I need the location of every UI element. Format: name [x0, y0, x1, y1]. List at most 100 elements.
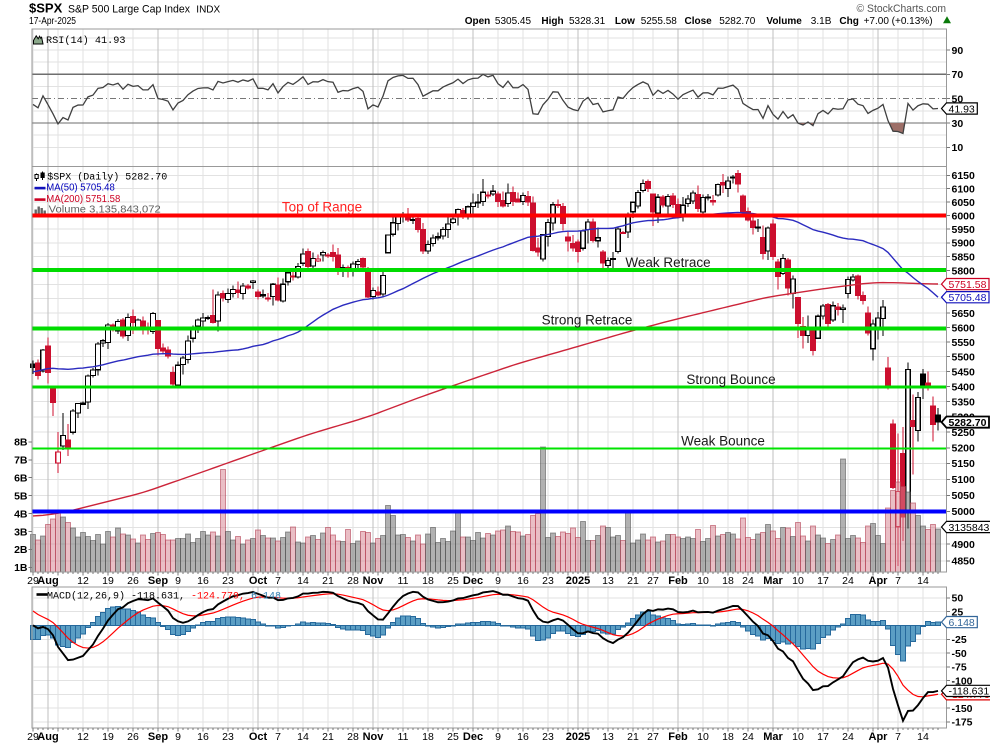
svg-text:18: 18: [422, 731, 434, 743]
svg-text:4900: 4900: [952, 539, 976, 551]
svg-text:9: 9: [495, 731, 501, 743]
svg-text:12: 12: [77, 575, 89, 587]
svg-text:Sep: Sep: [148, 575, 168, 587]
svg-text:29: 29: [27, 575, 39, 587]
svg-text:7: 7: [275, 731, 281, 743]
svg-text:21: 21: [627, 575, 639, 587]
svg-text:19: 19: [102, 731, 114, 743]
svg-text:21: 21: [627, 731, 639, 743]
svg-text:-118.631: -118.631: [949, 686, 990, 698]
svg-text:23: 23: [542, 575, 554, 587]
svg-text:-75: -75: [952, 662, 967, 674]
svg-text:24: 24: [842, 731, 854, 743]
svg-text:Strong Retrace: Strong Retrace: [542, 313, 633, 328]
svg-text:9: 9: [175, 575, 181, 587]
svg-text:6150: 6150: [952, 170, 976, 182]
svg-text:Open: Open: [465, 16, 491, 27]
svg-text:Aug: Aug: [37, 575, 58, 587]
svg-text:26: 26: [127, 731, 139, 743]
svg-text:50: 50: [952, 94, 964, 106]
svg-text:16: 16: [517, 731, 529, 743]
svg-text:13: 13: [602, 575, 614, 587]
svg-text:19: 19: [102, 575, 114, 587]
svg-text:28: 28: [347, 731, 359, 743]
svg-text:13: 13: [602, 731, 614, 743]
svg-text:5850: 5850: [952, 251, 976, 263]
svg-text:10: 10: [952, 142, 964, 154]
svg-text:Feb: Feb: [668, 575, 688, 587]
svg-text:5650: 5650: [952, 308, 976, 320]
svg-text:Mar: Mar: [763, 575, 783, 587]
svg-text:24: 24: [742, 575, 754, 587]
svg-text:Nov: Nov: [363, 731, 385, 743]
svg-text:27: 27: [647, 731, 659, 743]
svg-text:17: 17: [817, 731, 829, 743]
svg-text:27: 27: [647, 575, 659, 587]
svg-text:Dec: Dec: [463, 575, 483, 587]
svg-text:29: 29: [27, 731, 39, 743]
svg-text:Oct: Oct: [249, 731, 268, 743]
svg-text:Dec: Dec: [463, 731, 483, 743]
svg-text:28: 28: [347, 575, 359, 587]
svg-text:17: 17: [817, 575, 829, 587]
svg-text:5050: 5050: [952, 490, 976, 502]
svg-text:Oct: Oct: [249, 575, 268, 587]
svg-text:Sep: Sep: [148, 731, 168, 743]
svg-text:5600: 5600: [952, 322, 976, 334]
svg-text:Apr: Apr: [869, 731, 889, 743]
svg-text:4B: 4B: [14, 508, 28, 520]
svg-text:Low: Low: [615, 16, 635, 27]
svg-text:11: 11: [398, 731, 409, 743]
svg-text:11: 11: [398, 575, 409, 587]
svg-text:$SPX: $SPX: [29, 1, 63, 16]
svg-text:Mar: Mar: [763, 731, 783, 743]
svg-text:© StockCharts.com: © StockCharts.com: [857, 3, 947, 15]
svg-text:Weak Bounce: Weak Bounce: [681, 434, 765, 449]
svg-text:Apr: Apr: [869, 575, 889, 587]
svg-text:5350: 5350: [952, 396, 976, 408]
svg-text:$SPX (Daily) 5282.70: $SPX (Daily) 5282.70: [47, 171, 167, 183]
svg-text:5328.31: 5328.31: [569, 16, 606, 27]
svg-text:5500: 5500: [952, 352, 976, 364]
svg-text:25: 25: [447, 575, 459, 587]
svg-text:Chg: Chg: [839, 16, 858, 27]
svg-text:18: 18: [722, 575, 734, 587]
svg-text:4850: 4850: [952, 556, 976, 568]
svg-text:3B: 3B: [14, 526, 28, 538]
svg-text:2025: 2025: [566, 731, 590, 743]
svg-text:-150: -150: [952, 703, 973, 715]
svg-text:High: High: [541, 16, 563, 27]
svg-text:5000: 5000: [952, 506, 976, 518]
svg-text:5450: 5450: [952, 366, 976, 378]
svg-text:RSI(14) 41.93: RSI(14) 41.93: [46, 35, 125, 47]
svg-text:5200: 5200: [952, 443, 976, 455]
svg-text:5400: 5400: [952, 381, 976, 393]
svg-text:5705.48: 5705.48: [949, 292, 987, 304]
svg-text:16: 16: [197, 575, 209, 587]
svg-text:7: 7: [275, 575, 281, 587]
svg-text:8B: 8B: [14, 437, 28, 449]
svg-text:10: 10: [697, 575, 709, 587]
svg-text:9: 9: [175, 731, 181, 743]
svg-text:5751.58: 5751.58: [949, 279, 987, 291]
svg-text:2B: 2B: [14, 544, 28, 556]
svg-text:Volume 3,135,843,072: Volume 3,135,843,072: [49, 205, 161, 216]
svg-text:23: 23: [222, 575, 234, 587]
svg-text:INDX: INDX: [196, 5, 220, 16]
svg-text:25: 25: [952, 607, 964, 619]
svg-text:18: 18: [422, 575, 434, 587]
svg-text:14: 14: [917, 575, 929, 587]
svg-text:Aug: Aug: [37, 731, 58, 743]
svg-text:41.93: 41.93: [949, 103, 975, 115]
svg-text:7: 7: [895, 731, 901, 743]
svg-text:5150: 5150: [952, 458, 976, 470]
svg-text:-50: -50: [952, 648, 967, 660]
svg-text:70: 70: [952, 69, 964, 81]
svg-text:5B: 5B: [14, 490, 28, 502]
svg-text:6000: 6000: [952, 210, 976, 222]
svg-text:7B: 7B: [14, 455, 28, 467]
svg-text:25: 25: [447, 731, 459, 743]
svg-text:5800: 5800: [952, 265, 976, 277]
svg-text:16: 16: [517, 575, 529, 587]
svg-text:Volume: Volume: [766, 16, 802, 27]
